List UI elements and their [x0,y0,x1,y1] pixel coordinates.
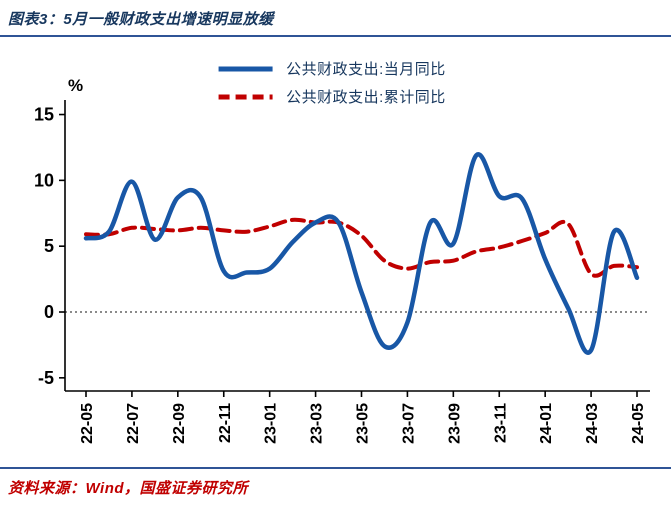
y-tick-label: 10 [34,170,54,190]
x-tick-label: 23-07 [400,403,417,444]
legend-item-cumulative-yoy: 公共财政支出:累计同比 [216,86,446,107]
x-tick-label: 22-11 [217,403,234,443]
source-note: 资料来源：Wind，国盛证券研究所 [8,480,249,497]
legend-label-cumulative-yoy: 公共财政支出:累计同比 [286,89,446,106]
x-tick-label: 22-09 [171,403,188,444]
dashed-line-icon [218,94,273,99]
chart-legend: 公共财政支出:当月同比 公共财政支出:累计同比 [216,58,446,107]
footer-divider [0,467,671,469]
page-title: 图表3：5月一般财政支出增速明显放缓 [8,11,274,28]
x-tick-label: 22-07 [125,403,142,444]
x-tick-label: 23-09 [446,403,463,444]
x-tick-label: 23-03 [309,403,326,444]
x-tick-label: 24-01 [538,403,555,444]
monthly-yoy-line [83,152,640,355]
y-tick-label: -5 [38,368,54,388]
y-axis-unit-label: % [68,76,84,95]
x-tick-label: 22-05 [79,403,96,444]
y-tick-label: 5 [44,236,54,256]
x-tick-label: 23-01 [263,403,280,444]
legend-label-monthly-yoy: 公共财政支出:当月同比 [286,61,446,78]
x-tick-label: 23-05 [355,403,372,444]
y-tick-label: 0 [44,302,54,322]
solid-line-icon [218,66,273,71]
x-tick-label: 24-05 [630,403,647,444]
y-tick-label: 15 [34,105,54,125]
x-tick-label: 24-03 [584,403,601,444]
title-divider [0,35,671,37]
cumulative-yoy-line [84,217,639,278]
x-tick-label: 23-11 [492,403,509,443]
legend-item-monthly-yoy: 公共财政支出:当月同比 [216,58,446,79]
